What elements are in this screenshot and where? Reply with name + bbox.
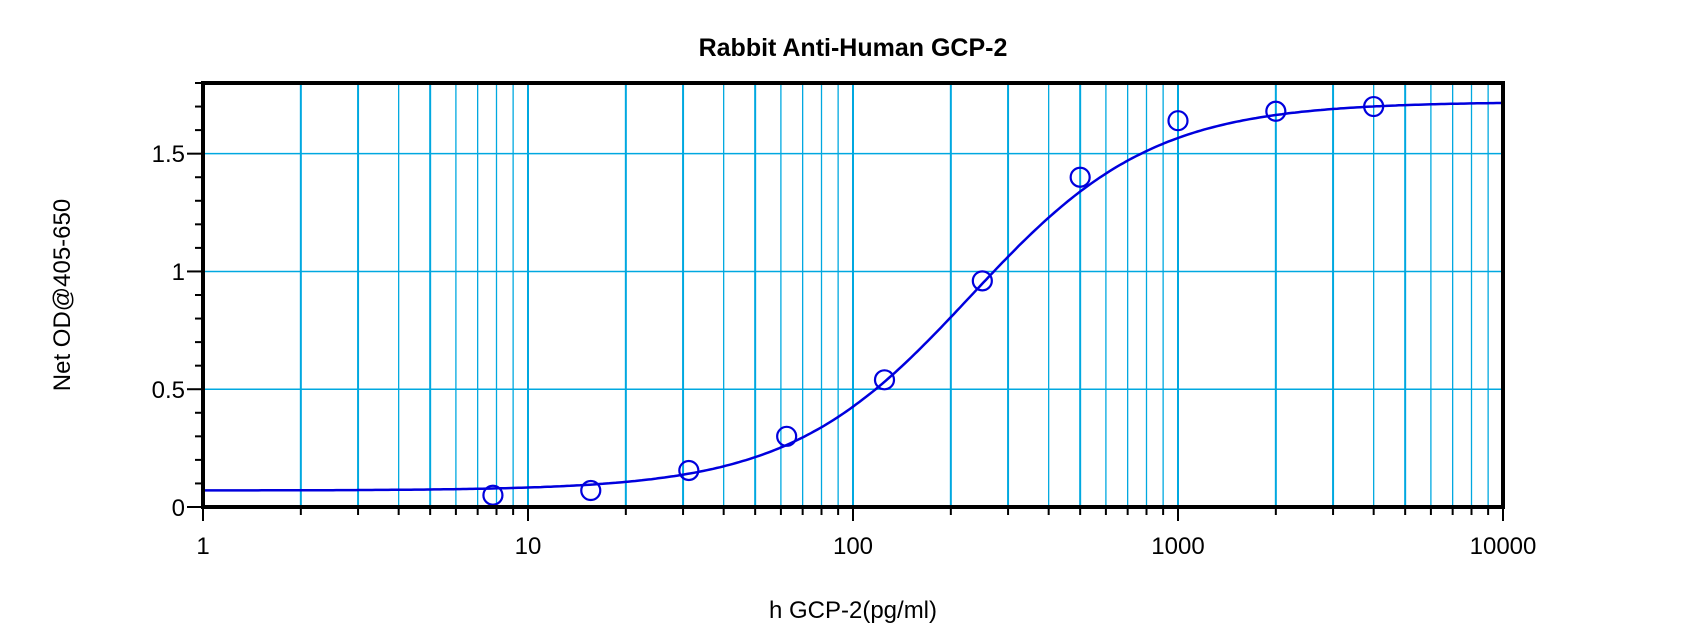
- data-point: [873, 369, 896, 391]
- y-tick-label: 1: [172, 259, 185, 286]
- grid: [203, 83, 1503, 507]
- data-point: [971, 270, 993, 292]
- x-tick-label: 10000: [1470, 533, 1537, 560]
- data-point: [1167, 110, 1189, 132]
- data-point: [776, 425, 798, 447]
- chart-title: Rabbit Anti-Human GCP-2: [699, 34, 1008, 62]
- data-point: [482, 484, 504, 506]
- x-tick-label: 1: [196, 533, 209, 560]
- data-point: [678, 459, 700, 482]
- data-point: [1265, 100, 1287, 122]
- plot-frame: [201, 81, 1505, 509]
- data-point: [1363, 95, 1385, 118]
- data-point: [1069, 166, 1091, 188]
- data-points: [482, 95, 1385, 506]
- x-tick-label: 1000: [1151, 533, 1204, 560]
- data-point: [580, 479, 602, 502]
- fit-curve-group: [203, 101, 1503, 492]
- x-tick-label: 10: [515, 533, 542, 560]
- y-tick-label: 1.5: [152, 141, 185, 168]
- y-axis-label: Net OD@405-650: [49, 199, 76, 391]
- y-tick-label: 0: [172, 495, 185, 522]
- fit-curve: [203, 101, 1503, 492]
- x-axis-label: h GCP-2(pg/ml): [769, 597, 937, 624]
- tick-labels: 1 10 100 1000 10000 0 0.5 1 1.5: [152, 141, 1537, 560]
- x-tick-label: 100: [833, 533, 873, 560]
- axis-ticks: [187, 82, 1504, 521]
- y-tick-label: 0.5: [152, 377, 185, 404]
